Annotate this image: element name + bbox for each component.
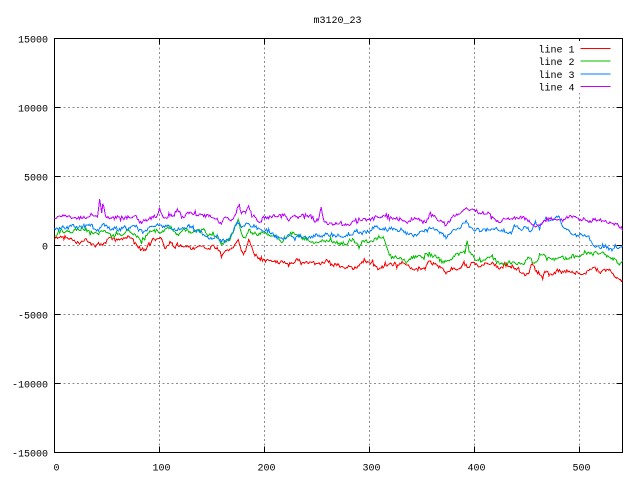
svg-text:500: 500 (572, 464, 590, 475)
svg-text:-5000: -5000 (18, 312, 48, 323)
svg-text:line 2: line 2 (538, 57, 574, 69)
svg-text:0: 0 (42, 243, 48, 254)
svg-text:5000: 5000 (24, 174, 48, 185)
svg-text:-10000: -10000 (12, 381, 48, 392)
svg-text:line 3: line 3 (538, 70, 574, 82)
svg-text:200: 200 (257, 464, 275, 475)
svg-text:-15000: -15000 (12, 450, 48, 461)
svg-text:300: 300 (362, 464, 380, 475)
svg-text:0: 0 (53, 464, 59, 475)
svg-text:100: 100 (152, 464, 170, 475)
svg-text:400: 400 (467, 464, 485, 475)
svg-text:line 4: line 4 (538, 83, 574, 95)
svg-text:m3120_23: m3120_23 (313, 16, 361, 27)
svg-text:15000: 15000 (18, 36, 48, 47)
svg-text:10000: 10000 (18, 105, 48, 116)
svg-text:line 1: line 1 (538, 45, 574, 57)
